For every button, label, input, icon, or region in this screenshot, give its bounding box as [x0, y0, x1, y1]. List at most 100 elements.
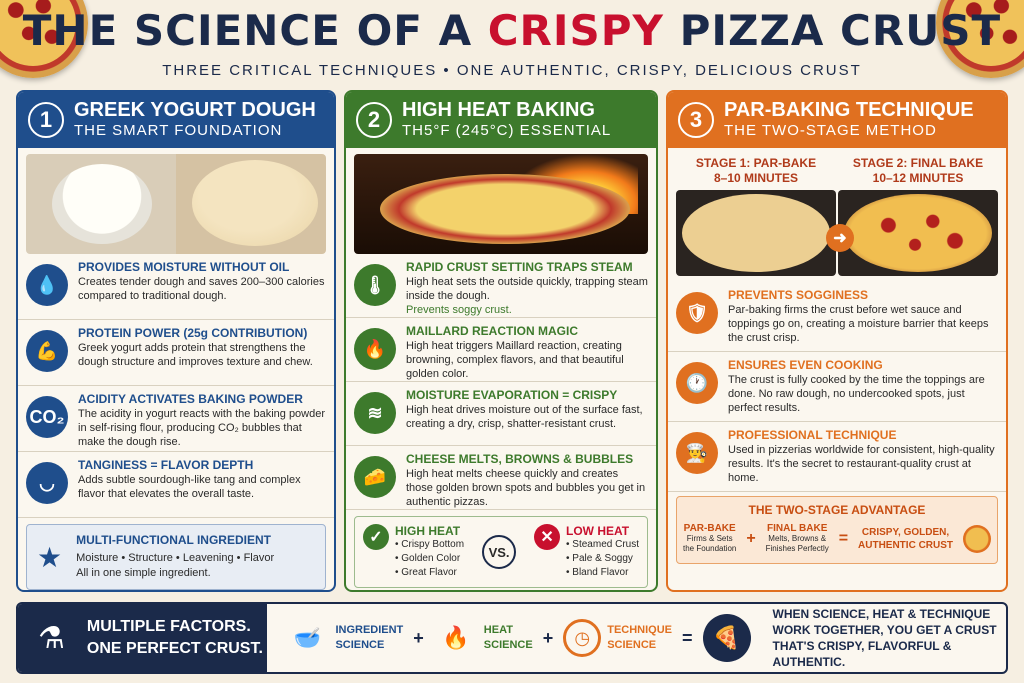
ingredient-science: 🥣 INGREDIENT SCIENCE: [285, 616, 404, 660]
feature-item: 💧 PROVIDES MOISTURE WITHOUT OIL Creates te…: [18, 254, 334, 320]
feature-item: 🛡 PREVENTS SOGGINESS Par-baking firms the …: [668, 282, 1006, 352]
co2-bubble-icon: CO₂: [26, 396, 68, 438]
footer-label: TECHNIQUE: [607, 624, 672, 636]
low-heat-item: • Bland Flavor: [566, 567, 629, 578]
feature-description: High heat drives moisture out of the sur…: [406, 404, 643, 430]
high-heat-title: HIGH HEAT: [395, 524, 461, 538]
yogurt-dough-photo: [26, 154, 326, 254]
footer-conclusion: WHEN SCIENCE, HEAT & TECHNIQUE WORK TOGE…: [773, 606, 1006, 670]
page-title: THE SCIENCE OF A CRISPY PIZZA CRUST: [0, 6, 1024, 55]
high-heat-side: ✓ HIGH HEAT • Crispy Bottom • Golden Col…: [363, 524, 464, 580]
feature-title: MAILLARD REACTION MAGIC: [406, 324, 578, 338]
arrow-right-icon: ➜: [826, 224, 854, 252]
footer-banner: ⚗ MULTIPLE FACTORS. ONE PERFECT CRUST. 🥣…: [16, 602, 1008, 674]
heat-science: 🔥 HEAT SCIENCE: [434, 616, 533, 660]
feature-item: ◡ TANGINESS = FLAVOR DEPTH Adds subtle sou…: [18, 452, 334, 518]
column-header: 1 GREEK YOGURT DOUGH THE SMART FOUNDATIO…: [18, 92, 334, 148]
title-pre: THE SCIENCE OF A: [22, 6, 473, 55]
stage-2-label: STAGE 2: FINAL BAKE: [852, 156, 984, 170]
feature-description: High heat triggers Maillard reaction, cr…: [406, 340, 624, 380]
chef-hat-icon: 👨‍🍳: [676, 432, 718, 474]
plus-sign: +: [542, 627, 554, 648]
feature-description: Creates tender dough and saves 200–300 c…: [78, 276, 325, 302]
footer-left-line: ONE PERFECT CRUST.: [86, 640, 263, 657]
technique-science: ◷ TECHNIQUE SCIENCE: [563, 619, 672, 657]
low-heat-title: LOW HEAT: [566, 524, 630, 538]
footer-label: INGREDIENT: [335, 624, 404, 636]
flask-icon: ⚗: [38, 621, 65, 655]
feature-item: ≋ MOISTURE EVAPORATION = CRISPY High heat …: [346, 382, 656, 446]
feature-description: High heat melts cheese quickly and creat…: [406, 468, 646, 508]
flame-icon: 🔥: [354, 328, 396, 370]
feature-title: PROVIDES MOISTURE WITHOUT OIL: [78, 260, 290, 274]
final-bake-box: FINAL BAKE Melts, Browns & Finishes Perf…: [766, 523, 829, 554]
column-par-baking: 3 PAR-BAKING TECHNIQUE THE TWO-STAGE MET…: [666, 90, 1008, 592]
feature-title: PREVENTS SOGGINESS: [728, 288, 869, 302]
equals-sign: =: [682, 627, 693, 648]
footer-label: SCIENCE: [607, 639, 657, 651]
flexed-arm-icon: 💪: [26, 330, 68, 372]
title-accent: CRISPY: [487, 6, 664, 55]
result-line: AUTHENTIC CRUST: [858, 539, 954, 551]
footer-end-line: WORK TOGETHER, YOU GET A CRUST: [772, 623, 997, 637]
par-bake-title: PAR-BAKE: [683, 523, 736, 534]
feature-item: CO₂ ACIDITY ACTIVATES BAKING POWDER The ac…: [18, 386, 334, 452]
feature-item: 🌡 RAPID CRUST SETTING TRAPS STEAM High hea…: [346, 254, 656, 318]
feature-extra: Prevents soggy crust.: [406, 304, 512, 316]
multi-line1: Moisture • Structure • Leavening • Flavo…: [76, 552, 275, 564]
multi-functional-box: ★ MULTI-FUNCTIONAL INGREDIENT Moisture •…: [26, 524, 326, 590]
result-text: CRISPY, GOLDEN, AUTHENTIC CRUST: [858, 526, 953, 552]
feature-description: High heat sets the outside quickly, trap…: [406, 276, 648, 302]
column-subtitle: TH5°F (245°C) ESSENTIAL: [402, 122, 612, 139]
feature-description: Par-baking firms the crust before wet sa…: [728, 304, 989, 344]
water-drop-icon: 💧: [26, 264, 68, 306]
column-subtitle: THE TWO-STAGE METHOD: [724, 122, 937, 139]
feature-title: MOISTURE EVAPORATION = CRISPY: [406, 388, 618, 402]
footer-end-line: WHEN SCIENCE, HEAT & TECHNIQUE: [772, 607, 991, 621]
column-high-heat: 2 HIGH HEAT BAKING TH5°F (245°C) ESSENTI…: [344, 90, 658, 592]
footer-label: SCIENCE: [335, 639, 385, 651]
page-subtitle: THREE CRITICAL TECHNIQUES • ONE AUTHENTI…: [162, 62, 862, 79]
mixing-bowl-icon: 🥣: [293, 625, 322, 650]
high-heat-item: • Golden Color: [395, 553, 461, 564]
column-title: HIGH HEAT BAKING: [402, 99, 595, 121]
feature-description: Used in pizzerias worldwide for consiste…: [728, 444, 995, 484]
plus-sign: +: [413, 627, 424, 648]
title-post: PIZZA CRUST: [679, 6, 1002, 55]
star-icon: ★: [37, 541, 63, 573]
feature-description: The crust is fully cooked by the time th…: [728, 374, 985, 414]
final-baked-pizza-photo: [838, 190, 998, 276]
final-bake-title: FINAL BAKE: [767, 523, 828, 534]
column-header: 2 HIGH HEAT BAKING TH5°F (245°C) ESSENTI…: [346, 92, 656, 148]
final-bake-desc: Melts, Browns &: [768, 534, 827, 543]
par-bake-desc: the Foundation: [683, 544, 737, 553]
feature-title: ACIDITY ACTIVATES BAKING POWDER: [78, 392, 303, 406]
feature-item: 🕐 ENSURES EVEN COOKING The crust is fully …: [668, 352, 1006, 422]
par-bake-box: PAR-BAKE Firms & Sets the Foundation: [683, 523, 736, 554]
plus-sign: +: [746, 529, 756, 547]
feature-title: RAPID CRUST SETTING TRAPS STEAM: [406, 260, 633, 274]
footer-label: HEAT: [483, 624, 513, 636]
column-header: 3 PAR-BAKING TECHNIQUE THE TWO-STAGE MET…: [668, 92, 1006, 148]
feature-description: Greek yogurt adds protein that strengthe…: [78, 342, 313, 368]
stages: STAGE 1: PAR-BAKE 8–10 MINUTES STAGE 2: …: [668, 148, 1006, 276]
x-icon: ✕: [534, 524, 561, 550]
feature-item: 💪 PROTEIN POWER (25g CONTRIBUTION) Greek y…: [18, 320, 334, 386]
multi-title: MULTI-FUNCTIONAL INGREDIENT: [76, 533, 271, 547]
oven-pizza-photo: [354, 154, 648, 254]
heat-comparison: ✓ HIGH HEAT • Crispy Bottom • Golden Col…: [354, 516, 648, 588]
stage-1-label: STAGE 1: PAR-BAKE: [695, 156, 817, 170]
column-title: PAR-BAKING TECHNIQUE: [724, 99, 974, 121]
par-baked-crust-photo: [676, 190, 836, 276]
high-heat-item: • Great Flavor: [395, 567, 457, 578]
footer-label: SCIENCE: [483, 639, 533, 651]
low-heat-item: • Pale & Soggy: [566, 553, 633, 564]
flame-icon: 🔥: [442, 625, 470, 650]
bowl-icon: ◡: [26, 462, 68, 504]
result-line: CRISPY, GOLDEN,: [861, 526, 950, 538]
shield-icon: 🛡: [676, 292, 718, 334]
multi-line2: All in one simple ingredient.: [76, 567, 211, 579]
stage-1-time: 8–10 MINUTES: [713, 171, 799, 185]
pizza-icon: [962, 524, 991, 553]
final-bake-desc: Finishes Perfectly: [765, 544, 829, 553]
